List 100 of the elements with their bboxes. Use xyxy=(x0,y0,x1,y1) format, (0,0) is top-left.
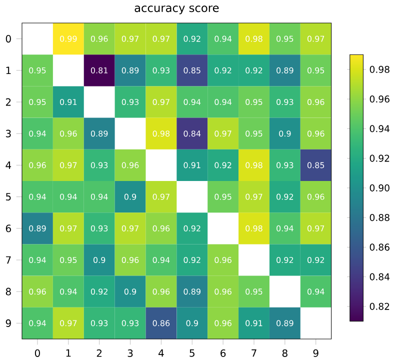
data-label: 0.96 xyxy=(29,288,46,295)
data-label: 0.89 xyxy=(29,225,46,232)
data-label: 0.95 xyxy=(29,98,46,106)
x-tick-label: 1 xyxy=(66,349,71,357)
data-label: 0.9 xyxy=(279,130,291,137)
color-bar-label: 0.98 xyxy=(370,66,390,73)
data-label: 0.85 xyxy=(184,67,200,74)
data-label: 0.97 xyxy=(152,194,170,200)
data-label: 0.93 xyxy=(90,225,108,232)
data-label: 0.92 xyxy=(276,194,294,200)
data-label: 0.95 xyxy=(214,194,232,200)
data-label: 0.95 xyxy=(246,130,262,137)
data-label: 0.96 xyxy=(152,288,170,295)
data-label: 0.94 xyxy=(29,130,46,137)
color-bar-label: 0.88 xyxy=(370,214,390,222)
data-label: 0.98 xyxy=(246,225,262,232)
data-label: 0.97 xyxy=(60,162,77,168)
y-tick-label: 4 xyxy=(6,162,12,169)
data-label: 0.94 xyxy=(214,36,232,42)
data-label: 0.96 xyxy=(214,256,232,264)
data-label: 0.99 xyxy=(60,36,77,42)
data-label: 0.97 xyxy=(60,320,77,326)
color-bar-label: 0.94 xyxy=(370,125,390,132)
data-label: 0.96 xyxy=(307,194,324,200)
data-label: 0.92 xyxy=(307,256,324,264)
data-label: 0.94 xyxy=(29,194,46,200)
y-tick-label: 5 xyxy=(6,193,11,201)
data-label: 0.97 xyxy=(214,130,232,137)
data-label: 0.85 xyxy=(307,162,324,168)
data-label: 0.96 xyxy=(214,320,232,326)
data-label: 0.96 xyxy=(122,162,139,168)
data-label: 0.94 xyxy=(307,288,324,295)
data-label: 0.95 xyxy=(246,288,262,295)
data-label: 0.95 xyxy=(307,67,324,74)
data-label: 0.96 xyxy=(152,225,170,232)
data-label: 0.96 xyxy=(122,256,139,264)
data-label: 0.93 xyxy=(122,98,139,106)
data-label: 0.97 xyxy=(152,36,170,42)
data-label: 0.98 xyxy=(246,36,262,42)
color-bar-label: 0.84 xyxy=(370,273,390,280)
x-tick-label: 7 xyxy=(252,349,256,357)
data-label: 0.94 xyxy=(214,98,232,106)
y-tick-label: 8 xyxy=(6,288,11,296)
data-label: 0.95 xyxy=(29,67,46,74)
data-label: 0.96 xyxy=(214,288,232,295)
data-label: 0.95 xyxy=(246,98,262,106)
data-label: 0.94 xyxy=(90,194,108,200)
data-label: 0.96 xyxy=(90,36,108,42)
x-tick-label: 5 xyxy=(190,349,194,357)
data-label: 0.89 xyxy=(90,130,108,137)
data-label: 0.92 xyxy=(184,225,200,232)
data-label: 0.97 xyxy=(152,98,170,106)
x-tick-label: 3 xyxy=(128,349,133,357)
data-label: 0.95 xyxy=(60,256,77,264)
data-label: 0.94 xyxy=(29,320,46,326)
chart-title: accuracy score xyxy=(134,6,219,14)
data-label: 0.84 xyxy=(184,130,201,137)
data-label: 0.94 xyxy=(276,225,294,232)
data-label: 0.86 xyxy=(152,320,170,326)
y-tick-label: 1 xyxy=(6,66,11,74)
data-label: 0.92 xyxy=(276,256,294,264)
data-label: 0.93 xyxy=(276,98,294,106)
data-label: 0.92 xyxy=(90,288,108,295)
color-bar-label: 0.82 xyxy=(370,302,390,310)
data-label: 0.9 xyxy=(124,288,136,295)
data-label: 0.92 xyxy=(184,256,200,264)
data-label: 0.93 xyxy=(152,67,170,74)
x-tick-label: 6 xyxy=(220,349,226,357)
data-label: 0.89 xyxy=(276,67,294,74)
data-label: 0.91 xyxy=(246,320,262,326)
data-label: 0.9 xyxy=(124,194,136,200)
color-bar-label: 0.96 xyxy=(370,96,390,103)
data-label: 0.92 xyxy=(246,67,262,74)
data-label: 0.95 xyxy=(276,36,294,42)
y-tick-label: 7 xyxy=(6,256,11,264)
data-label: 0.92 xyxy=(214,67,232,74)
data-label: 0.94 xyxy=(60,194,77,200)
data-label: 0.97 xyxy=(122,225,138,232)
color-bar-label: 0.90 xyxy=(370,184,390,192)
data-label: 0.96 xyxy=(307,98,324,106)
data-label: 0.81 xyxy=(90,67,108,74)
data-label: 0.96 xyxy=(307,130,324,137)
x-tick-label: 4 xyxy=(158,349,164,357)
data-label: 0.96 xyxy=(60,130,77,137)
data-label: 0.96 xyxy=(29,162,46,168)
y-tick-label: 3 xyxy=(6,130,11,138)
data-label: 0.91 xyxy=(184,162,200,168)
data-label: 0.94 xyxy=(184,98,201,106)
y-tick-label: 6 xyxy=(6,224,11,232)
data-label: 0.97 xyxy=(122,36,138,42)
x-tick-label: 8 xyxy=(282,349,288,357)
color-bar-label: 0.92 xyxy=(370,154,390,162)
data-label: 0.97 xyxy=(246,194,262,200)
data-label: 0.97 xyxy=(307,36,324,42)
data-label: 0.9 xyxy=(94,256,106,264)
data-label: 0.89 xyxy=(122,67,139,74)
data-label: 0.97 xyxy=(60,225,77,232)
data-label: 0.94 xyxy=(60,288,77,295)
data-label: 0.92 xyxy=(184,36,200,42)
data-label: 0.92 xyxy=(214,162,232,168)
